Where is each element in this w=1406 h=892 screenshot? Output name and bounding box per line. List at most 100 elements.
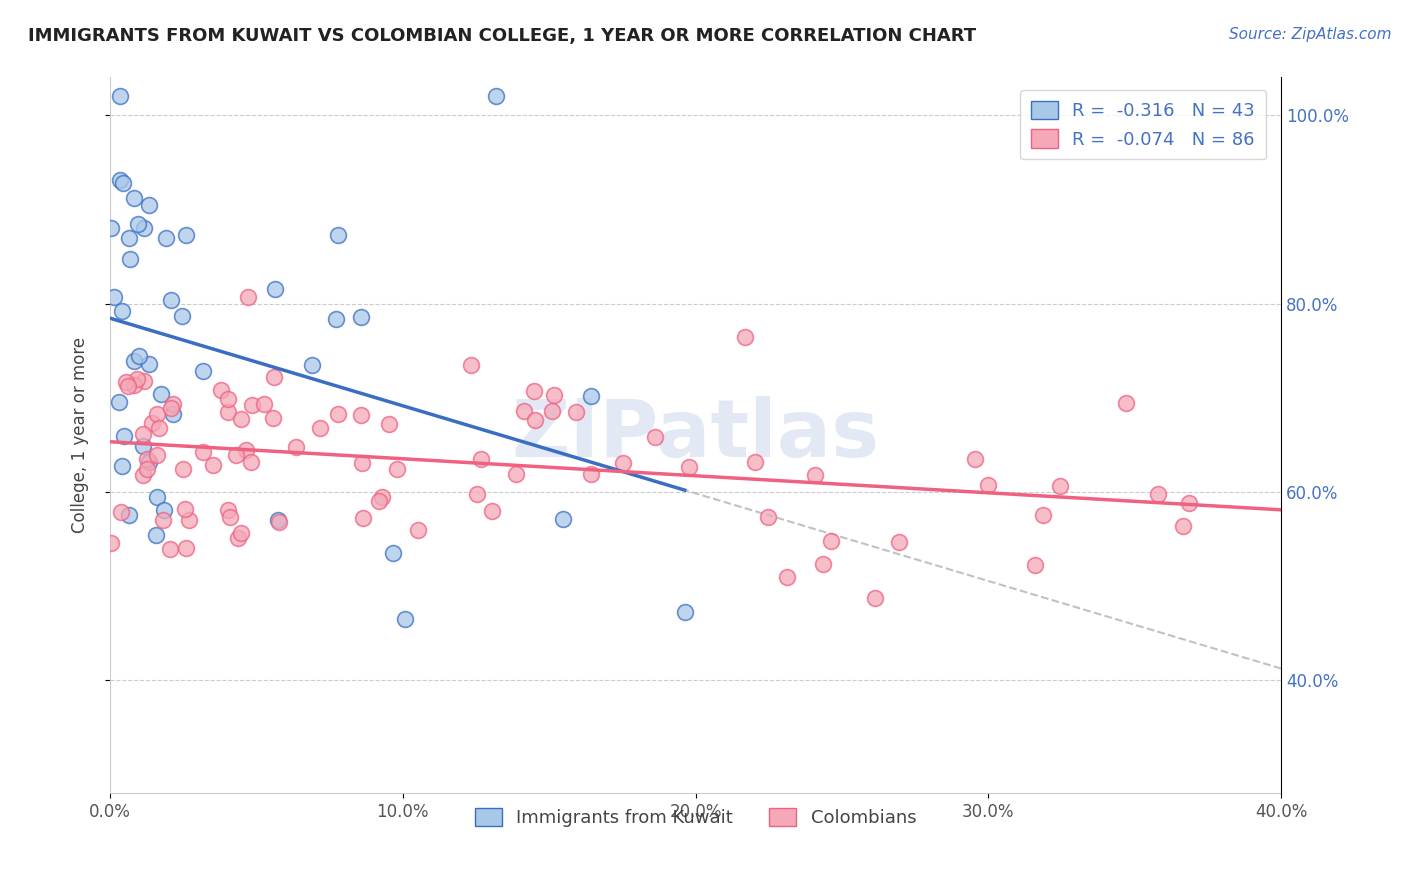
Point: [172, 462, 194, 476]
Point: [820, 534, 842, 549]
Point: [350, 310, 373, 324]
Point: [309, 421, 332, 435]
Point: [734, 330, 756, 344]
Point: [173, 502, 195, 516]
Point: [673, 605, 696, 619]
Point: [1115, 395, 1137, 409]
Point: [350, 456, 373, 470]
Point: [1146, 487, 1168, 501]
Point: [132, 220, 155, 235]
Point: [131, 467, 153, 482]
Point: [470, 452, 492, 467]
Point: [1024, 558, 1046, 573]
Point: [108, 89, 131, 103]
Point: [253, 397, 276, 411]
Point: [145, 528, 167, 542]
Point: [217, 404, 239, 418]
Point: [135, 452, 157, 467]
Point: [406, 523, 429, 537]
Point: [236, 290, 259, 304]
Point: [328, 408, 350, 422]
Point: [1032, 508, 1054, 523]
Point: [160, 401, 183, 415]
Point: [350, 408, 373, 422]
Point: [301, 359, 323, 373]
Point: [266, 512, 288, 526]
Point: [152, 502, 174, 516]
Point: [149, 386, 172, 401]
Point: [804, 468, 827, 483]
Point: [112, 429, 135, 443]
Point: [100, 221, 122, 235]
Point: [235, 443, 257, 458]
Point: [162, 397, 184, 411]
Point: [579, 389, 602, 403]
Point: [776, 570, 799, 584]
Point: [352, 511, 374, 525]
Point: [579, 467, 602, 482]
Point: [174, 541, 197, 555]
Point: [117, 378, 139, 392]
Point: [174, 227, 197, 242]
Point: [138, 198, 160, 212]
Point: [523, 384, 546, 398]
Text: Source: ZipAtlas.com: Source: ZipAtlas.com: [1229, 27, 1392, 42]
Point: [553, 512, 575, 526]
Point: [141, 416, 163, 430]
Point: [229, 412, 252, 426]
Point: [132, 374, 155, 388]
Point: [146, 490, 169, 504]
Point: [977, 478, 1000, 492]
Point: [262, 410, 284, 425]
Point: [565, 405, 588, 419]
Point: [111, 303, 134, 318]
Point: [128, 350, 150, 364]
Point: [460, 358, 482, 372]
Point: [162, 408, 184, 422]
Point: [523, 413, 546, 427]
Point: [100, 536, 122, 550]
Point: [145, 407, 167, 421]
Point: [148, 421, 170, 435]
Point: [138, 455, 160, 469]
Point: [226, 532, 249, 546]
Point: [963, 451, 986, 466]
Point: [118, 231, 141, 245]
Point: [217, 392, 239, 407]
Point: [1171, 518, 1194, 533]
Point: [264, 282, 287, 296]
Point: [387, 461, 409, 475]
Point: [111, 458, 134, 473]
Point: [209, 384, 232, 398]
Point: [191, 445, 214, 459]
Point: [644, 429, 666, 443]
Y-axis label: College, 1 year or more: College, 1 year or more: [72, 337, 89, 533]
Point: [146, 448, 169, 462]
Point: [225, 448, 247, 462]
Point: [231, 526, 253, 541]
Point: [889, 534, 911, 549]
Point: [377, 417, 399, 432]
Point: [481, 503, 503, 517]
Point: [201, 458, 224, 472]
Point: [513, 404, 536, 418]
Point: [381, 546, 404, 560]
Point: [465, 487, 488, 501]
Point: [193, 364, 215, 378]
Point: [267, 515, 290, 529]
Point: [678, 460, 700, 475]
Text: IMMIGRANTS FROM KUWAIT VS COLOMBIAN COLLEGE, 1 YEAR OR MORE CORRELATION CHART: IMMIGRANTS FROM KUWAIT VS COLOMBIAN COLL…: [28, 27, 976, 45]
Point: [1178, 496, 1201, 510]
Point: [122, 353, 145, 368]
Text: ZIPatlas: ZIPatlas: [512, 396, 880, 475]
Point: [263, 370, 285, 384]
Point: [240, 398, 263, 412]
Point: [108, 173, 131, 187]
Point: [218, 509, 240, 524]
Point: [127, 372, 149, 386]
Point: [328, 227, 350, 242]
Point: [172, 310, 194, 324]
Point: [152, 513, 174, 527]
Point: [394, 612, 416, 626]
Point: [239, 455, 262, 469]
